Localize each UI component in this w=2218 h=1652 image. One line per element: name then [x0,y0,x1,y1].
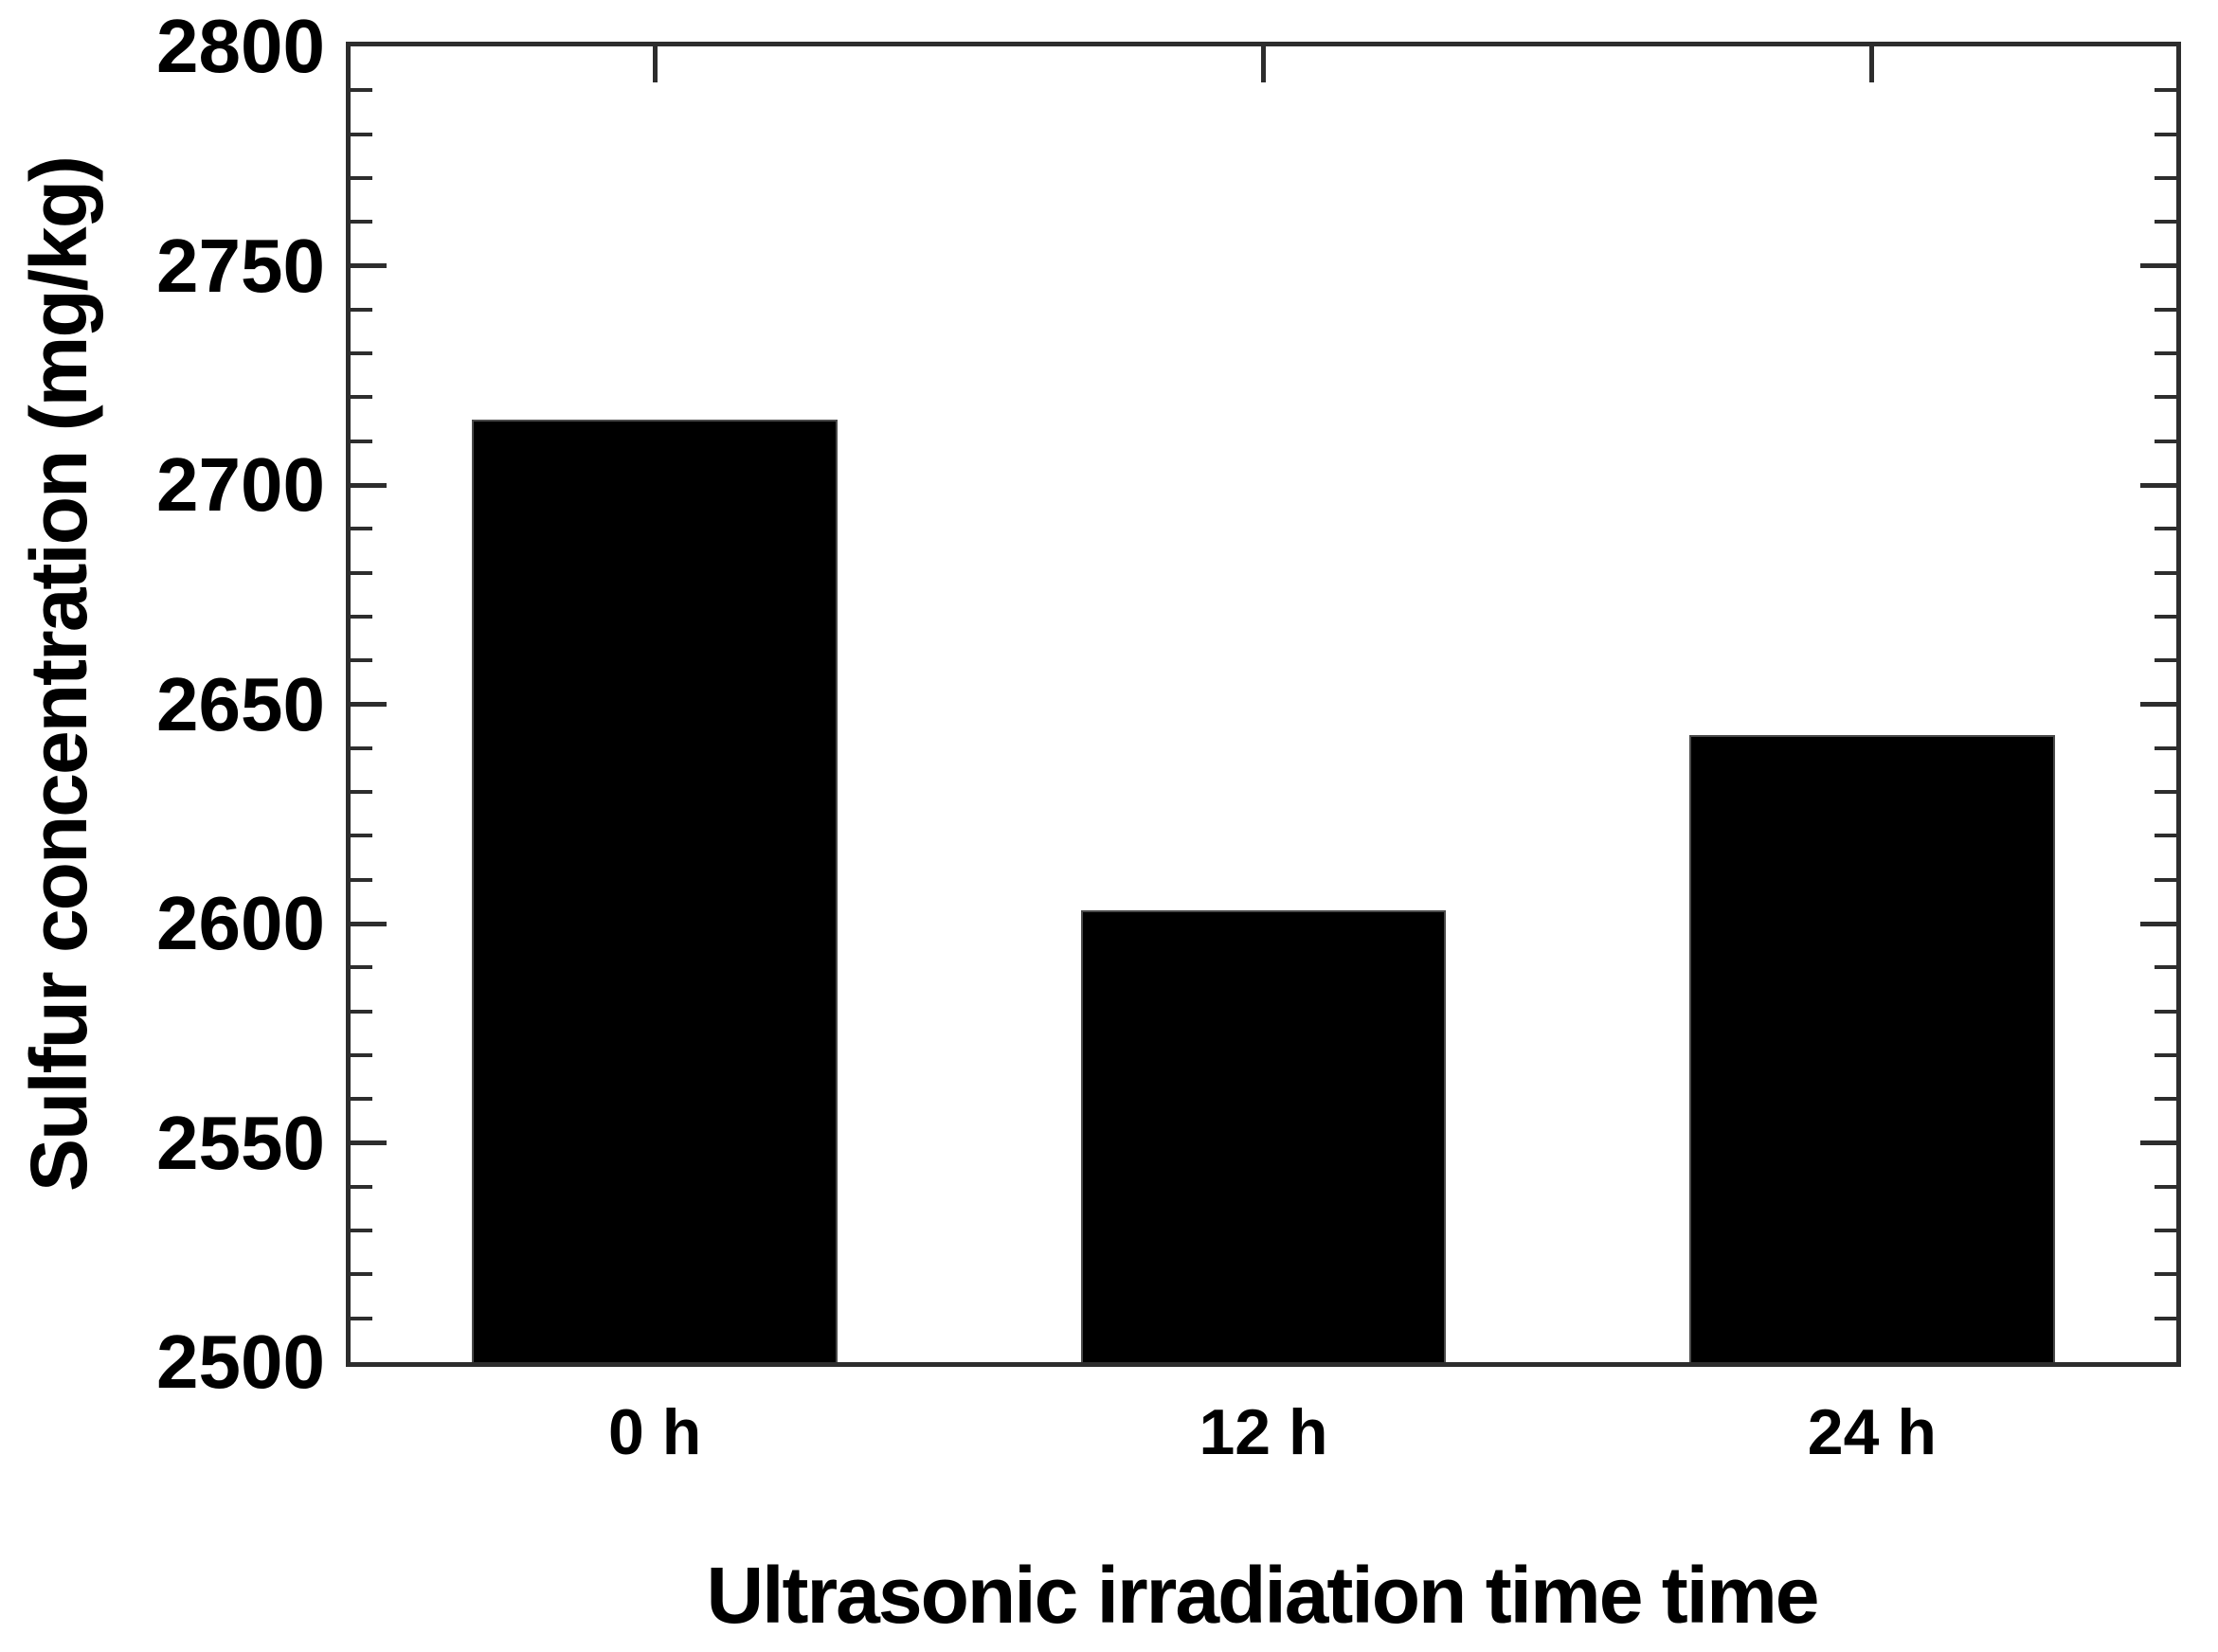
y-tick-label: 2600 [156,881,325,965]
x-tick-label: 24 h [1807,1396,1937,1468]
y-minor-tick [351,88,372,93]
y-minor-tick [351,834,372,838]
y-minor-tick [2155,834,2176,838]
y-minor-tick [351,1229,372,1233]
y-minor-tick [2155,1009,2176,1014]
y-minor-tick [2155,1052,2176,1057]
plot-area: 2500 2550 2600 2650 2700 2750 2800 0 h 12 h 24 h [156,9,2181,1464]
y-minor-tick [2155,1229,2176,1233]
y-major-tick [351,482,387,488]
y-major-tick [351,702,387,707]
x-axis-title: Ultrasonic irradiation time time [706,1551,1820,1640]
y-minor-tick [351,395,372,400]
y-minor-tick [2155,745,2176,750]
y-major-tick [2140,702,2176,707]
y-minor-tick [351,1009,372,1014]
y-minor-tick [2155,351,2176,356]
bar [1080,910,1447,1362]
y-minor-tick [351,658,372,663]
y-minor-tick [351,1052,372,1057]
y-minor-tick [351,745,372,750]
y-minor-tick [351,175,372,180]
y-minor-tick [351,1184,372,1189]
y-minor-tick [351,965,372,970]
y-minor-tick [351,439,372,443]
y-tick-label: 2550 [156,1100,325,1185]
y-minor-tick [2155,220,2176,224]
bar [1689,734,2055,1362]
top-category-tick [1869,46,1875,82]
y-minor-tick [2155,527,2176,531]
y-minor-tick [2155,1272,2176,1277]
y-minor-tick [351,220,372,224]
y-minor-tick [351,1272,372,1277]
y-minor-tick [351,351,372,356]
y-minor-tick [2155,1316,2176,1320]
y-minor-tick [2155,877,2176,882]
y-minor-tick [2155,132,2176,136]
y-major-tick [351,1140,387,1145]
y-tick-label: 2750 [156,223,325,308]
y-major-tick [351,921,387,926]
y-minor-tick [2155,658,2176,663]
y-major-tick [2140,482,2176,488]
y-major-tick [2140,263,2176,268]
y-major-tick [2140,1140,2176,1145]
y-minor-tick [2155,1097,2176,1102]
y-minor-tick [2155,965,2176,970]
y-minor-tick [2155,175,2176,180]
y-minor-tick [2155,790,2176,795]
y-major-tick [2140,921,2176,926]
bar [472,419,838,1362]
y-minor-tick [2155,439,2176,443]
y-minor-tick [351,570,372,575]
y-minor-tick [351,307,372,312]
y-minor-tick [351,614,372,619]
y-tick-label: 2800 [156,4,325,88]
y-minor-tick [351,1316,372,1320]
y-minor-tick [2155,88,2176,93]
y-minor-tick [2155,614,2176,619]
x-tick-label: 12 h [1199,1396,1328,1468]
y-minor-tick [2155,395,2176,400]
y-minor-tick [351,790,372,795]
y-minor-tick [351,527,372,531]
y-tick-label: 2650 [156,661,325,746]
y-major-tick [351,263,387,268]
y-tick-label: 2500 [156,1320,325,1404]
top-category-tick [1261,46,1266,82]
y-minor-tick [351,1097,372,1102]
top-category-tick [652,46,658,82]
y-axis-title: Sulfur concentration (mg/kg) [14,156,103,1193]
y-tick-label: 2700 [156,442,325,527]
y-minor-tick [351,132,372,136]
y-minor-tick [351,877,372,882]
y-minor-tick [2155,307,2176,312]
x-tick-label: 0 h [608,1396,702,1468]
y-minor-tick [2155,1184,2176,1189]
y-minor-tick [2155,570,2176,575]
